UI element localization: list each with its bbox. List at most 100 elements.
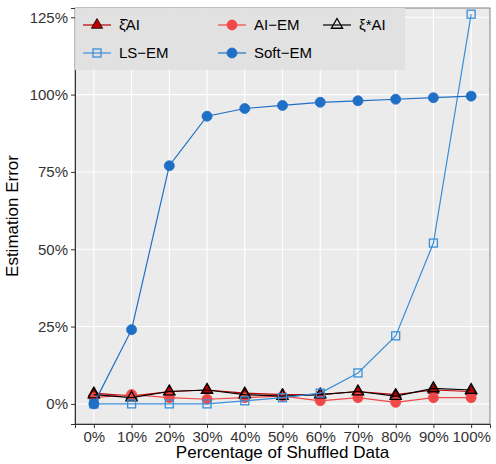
- tick-label: 125%: [30, 9, 68, 26]
- point: [392, 332, 400, 340]
- tick: 90%: [419, 424, 449, 445]
- grid-line: [206, 8, 207, 424]
- tick-label: 100%: [452, 428, 490, 445]
- tick-label: 0%: [46, 395, 68, 412]
- tick: 75%: [38, 163, 75, 180]
- point: [203, 400, 211, 408]
- tick-label: 10%: [117, 428, 147, 445]
- legend-marker: [93, 49, 101, 57]
- legend-marker: [227, 48, 237, 58]
- tick-label: 25%: [38, 318, 68, 335]
- point: [279, 394, 287, 402]
- point: [428, 93, 438, 103]
- point: [278, 100, 288, 110]
- grid-line: [471, 8, 472, 424]
- point: [316, 389, 324, 397]
- tick: 100%: [30, 86, 75, 103]
- legend-label: AI−EM: [254, 16, 299, 33]
- legend-marker: [91, 18, 102, 28]
- y-axis-title: Estimation Error: [3, 155, 22, 277]
- tick: 80%: [381, 424, 411, 445]
- panel: [75, 8, 490, 424]
- grid-line: [131, 8, 132, 424]
- x-axis-title: Percentage of Shuffled Data: [176, 443, 390, 462]
- point: [428, 393, 438, 403]
- grid-line: [320, 8, 321, 424]
- point: [466, 91, 476, 101]
- tick: 50%: [38, 241, 75, 258]
- tick: 100%: [452, 424, 490, 445]
- frame: [75, 8, 490, 424]
- legend-item: ξ*AI: [323, 16, 386, 33]
- grid-line: [395, 8, 396, 424]
- tick-mark: [71, 17, 75, 18]
- point: [241, 397, 249, 405]
- tick: 0%: [46, 395, 75, 412]
- point: [466, 393, 476, 403]
- point: [202, 111, 212, 121]
- grid-line: [93, 8, 94, 424]
- grid-line: [282, 8, 283, 424]
- series-line: [94, 96, 471, 404]
- legend-label: ξ*AI: [359, 16, 386, 33]
- legend-key: [83, 52, 111, 53]
- tick-label: 75%: [38, 163, 68, 180]
- tick: 70%: [343, 424, 373, 445]
- point: [201, 383, 212, 393]
- point: [164, 161, 174, 171]
- y-axis: 0% 25% 50% 75% 100% 125%: [30, 9, 76, 425]
- tick: 30%: [193, 424, 223, 445]
- point: [89, 399, 99, 409]
- legend-item: ξ̂AI: [83, 16, 140, 33]
- tick: 20%: [155, 424, 185, 445]
- tick: 0%: [84, 424, 106, 445]
- legend-item: Soft−EM: [218, 44, 312, 61]
- legend: ξ̂AI AI−EM ξ*AI LS−EM Soft−EM: [75, 8, 405, 70]
- tick-mark: [71, 172, 75, 173]
- legend-marker: [227, 20, 237, 30]
- legend-label: Soft−EM: [254, 44, 312, 61]
- point: [428, 382, 439, 392]
- legend-label: LS−EM: [119, 44, 169, 61]
- point: [315, 97, 325, 107]
- legend-marker: [331, 18, 342, 28]
- point: [127, 325, 137, 335]
- point: [164, 385, 175, 395]
- tick-label: 0%: [84, 428, 106, 445]
- tick: 25%: [38, 318, 75, 335]
- grid-line: [169, 8, 170, 424]
- tick: 10%: [117, 424, 147, 445]
- grid-line: [357, 8, 358, 424]
- tick: 60%: [306, 424, 336, 445]
- tick-label: 100%: [30, 86, 68, 103]
- x-axis: 0%10%20%30%40%50%60%70%80%90%100%: [76, 424, 491, 445]
- point: [90, 400, 98, 408]
- point: [353, 96, 363, 106]
- plot: 0%25%50%75%100%125%0%10%20%30%40%50%60%7…: [30, 8, 491, 445]
- grid-line: [244, 8, 245, 424]
- legend-box: [75, 8, 405, 70]
- legend-item: LS−EM: [83, 44, 169, 61]
- tick: 50%: [268, 424, 298, 445]
- point: [240, 104, 250, 114]
- point: [391, 94, 401, 104]
- point: [390, 390, 401, 400]
- point: [466, 383, 477, 393]
- point: [201, 383, 212, 393]
- tick-mark: [71, 404, 75, 405]
- grid: [75, 8, 490, 424]
- point: [352, 385, 363, 395]
- tick-mark: [71, 327, 75, 328]
- point: [165, 400, 173, 408]
- tick-mark: [71, 249, 75, 250]
- series-line: [94, 14, 471, 404]
- legend-label: ξ̂AI: [119, 16, 140, 33]
- point: [128, 400, 136, 408]
- point: [354, 369, 362, 377]
- tick-label: 90%: [419, 428, 449, 445]
- tick-label: 50%: [38, 241, 68, 258]
- legend-key: [323, 24, 351, 25]
- grid-line: [433, 8, 434, 424]
- legend-item: AI−EM: [218, 16, 299, 33]
- tick: 125%: [30, 9, 75, 26]
